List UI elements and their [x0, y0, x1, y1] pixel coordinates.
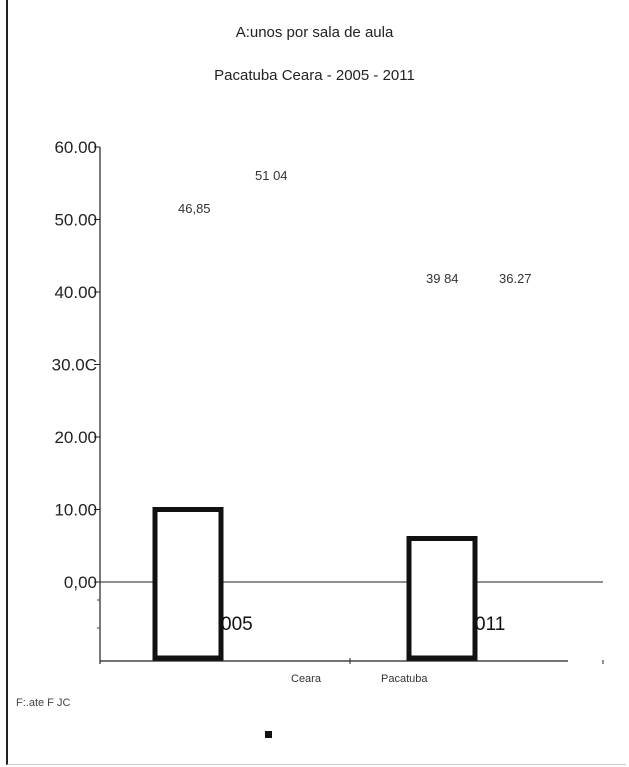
category-label-2005: 005 — [221, 614, 253, 635]
y-tick-label: 50.00 — [54, 211, 97, 230]
data-label: 46,85 — [178, 201, 211, 216]
chart-subtitle: Pacatuba Ceara - 2005 - 2011 — [214, 67, 415, 84]
data-label: 51 04 — [255, 168, 288, 183]
y-tick-label: 10.00 — [54, 501, 97, 520]
data-label: 36.27 — [499, 271, 532, 286]
bar-2005 — [152, 507, 224, 661]
bar-2011 — [406, 536, 478, 661]
x-axis-label: Ceara — [291, 673, 322, 685]
x-axis-label: Pacatuba — [381, 673, 428, 685]
y-tick-label: 30.0C — [52, 356, 97, 375]
y-tick-label: 60.00 — [54, 138, 97, 157]
chart-title: A:unos por sala de aula — [235, 24, 394, 41]
source-note: F:.ate F JC — [16, 697, 71, 709]
legend-marker — [265, 731, 272, 738]
y-tick-label: 0,00 — [64, 573, 97, 592]
data-label: 39 84 — [426, 271, 459, 286]
chart-frame — [6, 0, 626, 765]
y-tick-label: 40.00 — [54, 283, 97, 302]
category-label-2011: 011 — [475, 614, 505, 635]
y-tick-label: 20.00 — [54, 428, 97, 447]
